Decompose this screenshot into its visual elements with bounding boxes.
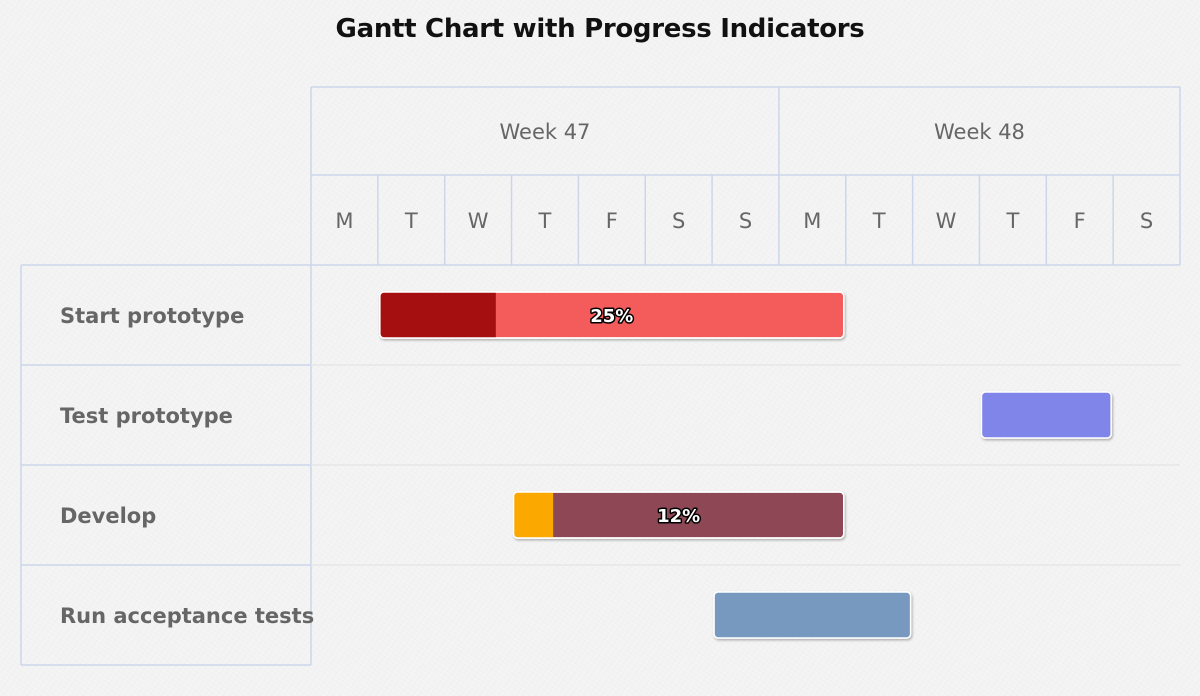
task-bar[interactable] (980, 391, 1112, 439)
task-bar-group[interactable]: 25% (379, 291, 845, 339)
task-label: Test prototype (60, 404, 233, 428)
progress-fill (379, 292, 496, 338)
task-label: Develop (60, 504, 156, 528)
progress-fill (513, 492, 554, 538)
task-bars: 25% 12% (379, 291, 1112, 639)
task-bar-border (512, 491, 845, 539)
day-label: M (335, 209, 353, 233)
day-label: W (936, 209, 957, 233)
timeline-header: Week 47 Week 48 M T W T F S S M T W T F S (335, 120, 1153, 233)
day-label: T (1005, 209, 1019, 233)
chart-title: Gantt Chart with Progress Indicators (335, 14, 865, 44)
day-label: M (803, 209, 821, 233)
day-label: S (672, 209, 685, 233)
task-label: Start prototype (60, 304, 244, 328)
progress-label: 12% (657, 506, 700, 527)
task-bar-group[interactable] (980, 391, 1112, 439)
day-label: T (404, 209, 418, 233)
day-label: F (606, 209, 618, 233)
task-label: Run acceptance tests (60, 604, 314, 628)
week-label: Week 48 (934, 120, 1025, 144)
day-label: S (739, 209, 752, 233)
day-label: T (872, 209, 886, 233)
week-label: Week 47 (499, 120, 590, 144)
task-labels: Start prototype Test prototype Develop Run … (60, 304, 314, 628)
task-bar-border (379, 291, 845, 339)
progress-label: 25% (590, 306, 633, 327)
day-label: F (1074, 209, 1086, 233)
day-label: T (538, 209, 552, 233)
task-bar-group[interactable]: 12% (512, 491, 845, 539)
grid-lines (20, 86, 1181, 666)
task-bar[interactable] (713, 591, 912, 639)
task-bar-group[interactable] (713, 591, 912, 639)
day-label: W (468, 209, 489, 233)
day-label: S (1140, 209, 1153, 233)
